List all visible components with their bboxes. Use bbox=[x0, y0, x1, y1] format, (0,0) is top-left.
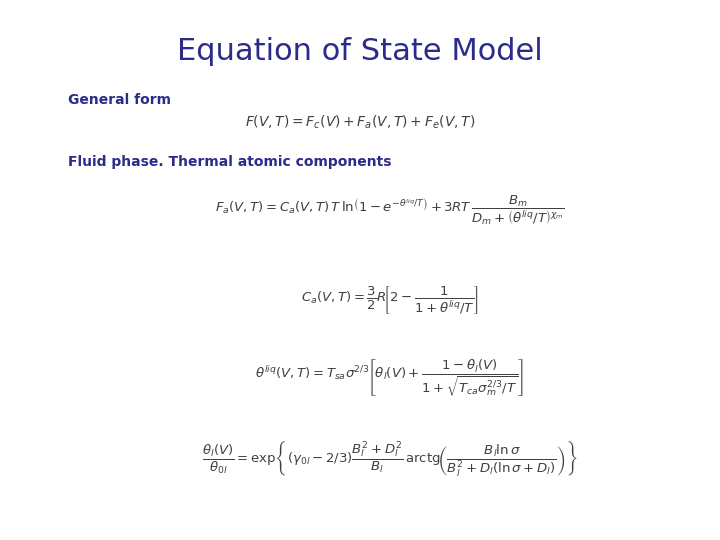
Text: $\theta^{liq}(V,T) = T_{sa}\sigma^{2/3}\!\left[\theta_l(V) + \dfrac{1-\theta_l(V: $\theta^{liq}(V,T) = T_{sa}\sigma^{2/3}\… bbox=[256, 357, 525, 399]
Text: $F_a(V,T) = C_a(V,T)\,T\,\ln\!\left(1 - e^{-\theta^{liq}/T}\right) + 3RT\,\dfrac: $F_a(V,T) = C_a(V,T)\,T\,\ln\!\left(1 - … bbox=[215, 193, 564, 227]
Text: $\dfrac{\theta_l(V)}{\theta_{0l}} = \exp\!\left\{(\gamma_{0l}-2/3)\dfrac{B_l^2+D: $\dfrac{\theta_l(V)}{\theta_{0l}} = \exp… bbox=[202, 438, 578, 477]
Text: Fluid phase. Thermal atomic components: Fluid phase. Thermal atomic components bbox=[68, 155, 392, 169]
Text: Equation of State Model: Equation of State Model bbox=[177, 37, 543, 66]
Text: $C_a(V,T) = \dfrac{3}{2}R\!\left[2 - \dfrac{1}{1+\theta^{liq}/T}\right]$: $C_a(V,T) = \dfrac{3}{2}R\!\left[2 - \df… bbox=[301, 284, 479, 316]
Text: $F(V,T) = F_c(V) + F_a(V,T) + F_e(V,T)$: $F(V,T) = F_c(V) + F_a(V,T) + F_e(V,T)$ bbox=[245, 113, 475, 131]
Text: General form: General form bbox=[68, 93, 171, 107]
